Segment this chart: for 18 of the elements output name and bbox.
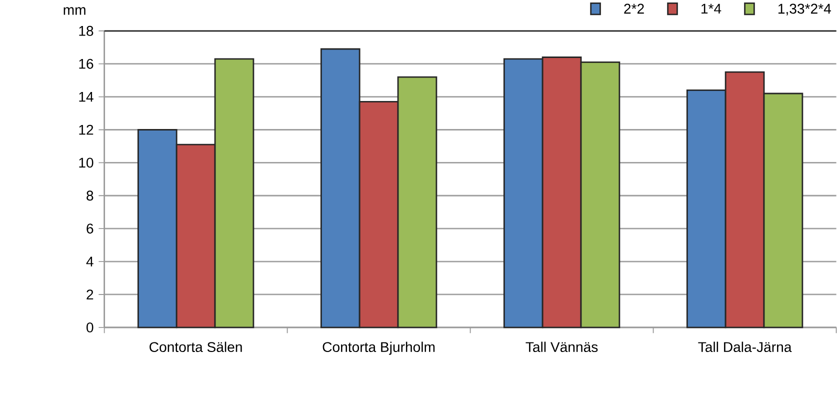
y-tick-label: 8: [86, 190, 94, 201]
x-tick-label: Tall Vännäs: [526, 342, 598, 352]
x-tick-label: Contorta Sälen: [150, 342, 242, 352]
y-tick-label: 12: [79, 124, 94, 135]
y-axis-title: mm: [64, 7, 86, 15]
x-tick-label: Contorta Bjurholm: [322, 342, 435, 355]
legend-label: 1,33*2*4: [778, 4, 831, 16]
y-tick-label: 18: [79, 26, 94, 36]
y-tick-label: 4: [86, 256, 94, 266]
y-tick-label: 2: [86, 289, 94, 300]
y-tick-label: 14: [79, 92, 94, 102]
y-tick-label: 16: [79, 58, 94, 69]
legend-label: 2*2: [624, 4, 644, 14]
legend-label: 1*4: [702, 4, 722, 14]
y-tick-label: 6: [86, 224, 94, 234]
x-tick-label: Tall Dala-Järna: [698, 342, 792, 352]
y-tick-label: 10: [79, 158, 94, 168]
y-tick-label: 0: [86, 322, 94, 332]
